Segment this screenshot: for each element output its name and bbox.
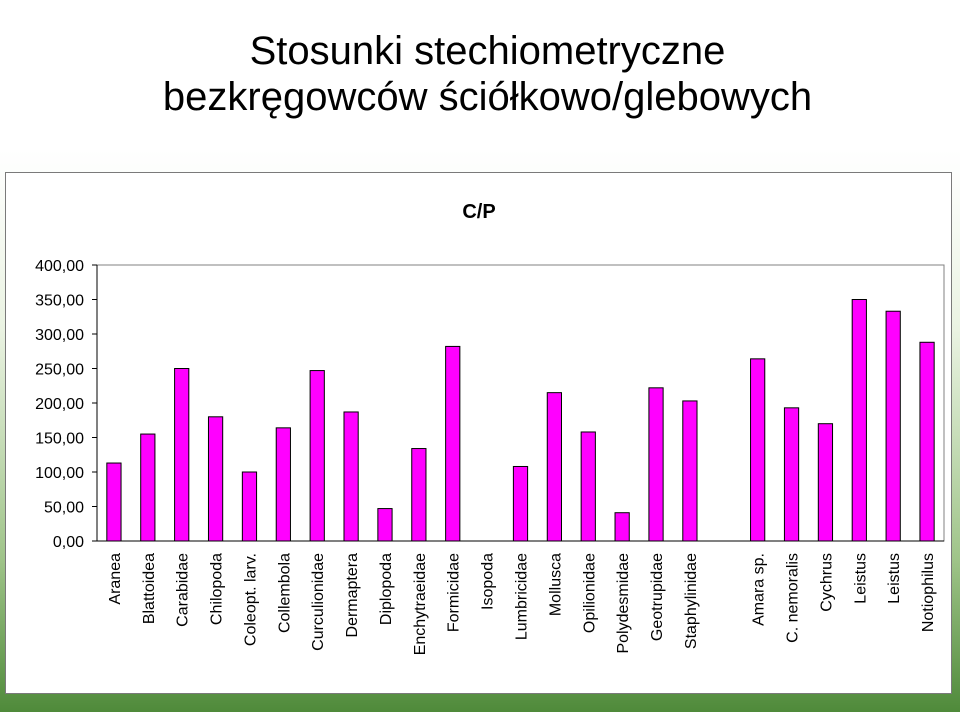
bar (783, 407, 800, 542)
x-category-label: Diplopoda (378, 553, 395, 625)
bar (682, 400, 698, 542)
y-axis: 0,00 50,00 100,00 150,00 200,00 250,00 300,00 3… (35, 258, 945, 551)
slide-title-line-1: Stosunki stechiometryczne (249, 29, 726, 73)
bar (140, 433, 156, 542)
bar (241, 471, 258, 542)
x-category-label: Staphylinidae (683, 553, 700, 649)
bars (106, 299, 935, 542)
slide-title-line-2: bezkręgowców ściółkowo/glebowych (162, 75, 813, 119)
x-category-label: Lumbricidae (514, 553, 531, 640)
x-category-label: Aranea (107, 553, 124, 605)
x-category-label: Mollusca (547, 553, 564, 616)
x-category-label: Curculionidae (310, 553, 327, 651)
bar (343, 411, 359, 542)
x-category-label: Leistus (886, 553, 903, 604)
chart-title: C/P (462, 201, 495, 223)
x-category-label: Chilopoda (209, 553, 226, 625)
bar (207, 416, 224, 542)
y-tick-label: 50,00 (44, 500, 84, 517)
y-tick-label: 0,00 (53, 534, 84, 551)
bar (614, 512, 630, 542)
y-tick-label: 300,00 (35, 327, 84, 344)
y-tick-label: 400,00 (35, 258, 84, 275)
x-category-label: Opilionidae (581, 553, 598, 633)
y-tick-label: 100,00 (35, 465, 84, 482)
x-category-label: C. nemoralis (785, 553, 802, 643)
bar (106, 462, 122, 542)
bar-chart: C/P 0,00 50,00 100,00 150,00 200,00 250,00 300… (35, 201, 945, 655)
x-category-label: Notiophilus (920, 553, 937, 632)
x-category-label: Amara sp. (751, 553, 768, 626)
bar (174, 368, 190, 542)
x-category-label: Cychrus (818, 553, 835, 612)
x-category-label: Geotrupidae (649, 553, 666, 641)
bar (512, 465, 529, 542)
bar (885, 310, 901, 542)
bar (919, 341, 935, 542)
y-tick-label: 200,00 (35, 396, 84, 413)
bar (546, 392, 562, 542)
x-category-label: Enchytraeidae (412, 553, 429, 655)
x-axis: Aranea Blattoidea Carabidae Chilopoda Coleop… (97, 540, 944, 655)
bar (817, 423, 834, 542)
x-category-label: Blattoidea (141, 553, 158, 624)
bar (580, 431, 596, 542)
bar (411, 448, 427, 542)
x-category-label: Isopoda (480, 553, 497, 610)
x-category-label: Leistus (852, 553, 869, 604)
x-category-label: Dermaptera (344, 553, 361, 638)
bar (851, 299, 867, 542)
y-tick-label: 150,00 (35, 431, 84, 448)
x-category-label: Polydesmidae (615, 553, 632, 654)
bar (750, 358, 766, 542)
y-tick-label: 350,00 (35, 293, 84, 310)
x-category-label: Formicidae (446, 553, 463, 632)
bar (377, 508, 393, 542)
y-tick-label: 250,00 (35, 362, 84, 379)
bar (275, 427, 291, 542)
x-category-label: Coleopt. larv. (242, 553, 259, 646)
slide-title: Stosunki stechiometryczne bezkręgowców ś… (0, 28, 960, 120)
x-category-label: Collembola (276, 553, 293, 633)
x-category-label: Carabidae (175, 553, 192, 627)
bar (648, 387, 664, 542)
chart-panel: C/P 0,00 50,00 100,00 150,00 200,00 250,00 300… (5, 172, 952, 694)
bar (309, 370, 325, 542)
bar (445, 345, 461, 542)
